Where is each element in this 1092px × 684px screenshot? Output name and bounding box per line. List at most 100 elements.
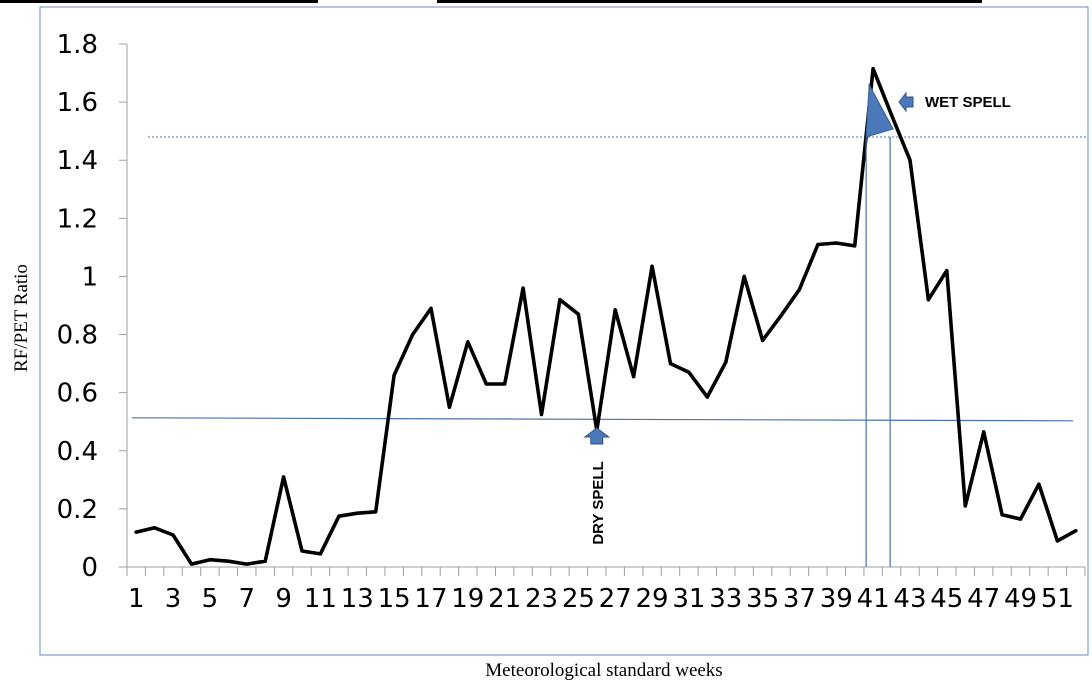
x-tick-label: 9 [275, 584, 292, 614]
axes-layer: 00.20.40.60.811.21.41.61.81 3 5 7 9 11 13 15 17 1… [57, 30, 1086, 614]
x-tick-label: 51 [1041, 584, 1074, 614]
data-point-week-10 [300, 549, 304, 553]
data-point-week-27 [613, 308, 617, 312]
data-point-week-52 [1074, 529, 1078, 533]
y-tick-label: 1.2 [57, 204, 98, 234]
data-point-week-28 [632, 375, 636, 379]
x-tick-label: 19 [451, 584, 484, 614]
y-axis-title: RF/PET Ratio [11, 264, 32, 372]
data-point-week-4 [189, 562, 194, 566]
data-point-week-5 [208, 558, 212, 562]
x-tick-label: 1 [128, 584, 145, 614]
x-tick-label: 35 [746, 584, 779, 614]
x-tick-label: 15 [378, 584, 411, 614]
plot-frame [39, 6, 1089, 656]
data-point-week-38 [816, 242, 820, 247]
x-tick-label: 5 [202, 584, 219, 614]
data-point-week-34 [742, 274, 746, 279]
x-tick-label: 11 [304, 584, 337, 614]
x-tick-label: 41 [857, 584, 890, 614]
x-tick-label: 17 [414, 584, 447, 614]
wet-spell-arrow-icon [898, 91, 914, 113]
data-point-week-21 [503, 382, 507, 386]
y-tick-label: 0 [81, 553, 98, 583]
y-tick-label: 0.4 [57, 437, 98, 467]
y-tick-label: 1 [81, 262, 98, 292]
data-point-week-36 [779, 314, 783, 318]
data-point-week-31 [687, 370, 691, 374]
x-tick-label: 31 [672, 584, 705, 614]
x-tick-label: 7 [238, 584, 255, 614]
y-tick-label: 1.4 [57, 146, 98, 176]
wet-spell-label: WET SPELL [925, 94, 1011, 111]
data-point-week-14 [374, 510, 378, 514]
x-tick-label: 25 [562, 584, 595, 614]
x-tick-label: 29 [636, 584, 669, 614]
x-tick-label: 27 [599, 584, 632, 614]
x-axis-title: Meteorological standard weeks [485, 660, 722, 681]
x-tick-label: 49 [1004, 584, 1037, 614]
x-tick-label: 39 [820, 584, 853, 614]
x-tick-label: 47 [967, 584, 1000, 614]
x-tick-label: 3 [165, 584, 182, 614]
data-point-week-19 [466, 340, 470, 344]
data-point-week-3 [171, 533, 175, 537]
y-tick-label: 1.8 [57, 30, 98, 60]
rf-pet-series-line [134, 66, 1078, 566]
x-tick-label: 21 [488, 584, 521, 614]
y-tick-label: 0.2 [57, 495, 98, 525]
data-point-week-22 [521, 286, 525, 290]
data-point-week-18 [447, 405, 452, 409]
x-tick-label: 37 [783, 584, 816, 614]
x-tick-label: 45 [930, 584, 963, 614]
data-point-week-20 [484, 382, 488, 386]
data-point-week-1 [134, 530, 138, 534]
data-point-week-41 [871, 67, 875, 71]
data-point-week-7 [245, 562, 249, 566]
annotation-layer: WET SPELL DRY SPELL [583, 82, 1011, 567]
data-point-week-51 [1055, 539, 1059, 543]
dry-spell-arrow-icon [583, 427, 611, 445]
data-point-week-45 [945, 269, 949, 273]
data-point-week-43 [908, 158, 912, 162]
x-tick-label: 43 [893, 584, 926, 614]
data-point-week-33 [724, 360, 728, 364]
data-point-week-11 [318, 552, 323, 556]
data-point-week-23 [539, 412, 544, 417]
data-point-week-12 [337, 514, 341, 518]
x-tick-label: 23 [525, 584, 558, 614]
data-point-week-48 [1000, 513, 1004, 517]
data-point-week-42 [889, 113, 894, 117]
data-point-week-49 [1018, 517, 1023, 521]
data-point-week-47 [982, 430, 986, 434]
data-point-week-37 [797, 287, 802, 292]
data-point-week-32 [705, 395, 709, 399]
y-tick-label: 1.6 [57, 88, 98, 118]
data-point-week-8 [263, 559, 267, 563]
data-point-week-9 [281, 475, 286, 479]
threshold-layer [131, 136, 1088, 422]
data-point-week-2 [153, 526, 157, 530]
data-point-week-46 [963, 504, 967, 508]
data-point-week-39 [834, 241, 838, 245]
data-point-week-16 [410, 332, 415, 337]
y-tick-label: 0.6 [57, 379, 98, 409]
data-point-week-44 [926, 298, 931, 302]
x-tick-label: 33 [709, 584, 742, 614]
wet-spell-area [865, 82, 894, 138]
data-point-week-40 [853, 244, 857, 248]
data-point-week-13 [355, 511, 359, 515]
dry-threshold-line [131, 417, 1074, 422]
data-point-week-35 [760, 338, 765, 342]
data-point-week-50 [1037, 482, 1041, 486]
dry-spell-label: DRY SPELL [590, 461, 607, 544]
data-point-week-15 [392, 373, 396, 377]
x-tick-label: 13 [341, 584, 374, 614]
data-point-week-17 [429, 306, 433, 311]
data-point-week-6 [226, 559, 230, 563]
data-point-week-24 [558, 298, 562, 302]
series-layer [134, 66, 1078, 566]
data-point-week-30 [668, 362, 673, 366]
